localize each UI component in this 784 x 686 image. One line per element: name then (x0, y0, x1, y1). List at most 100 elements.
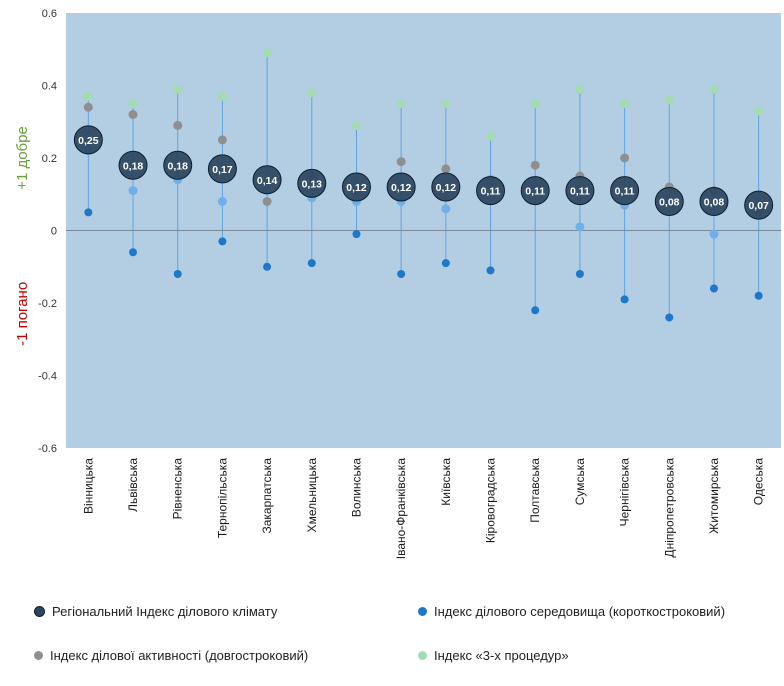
long-term-point (83, 102, 93, 112)
legend-item-long-term: Індекс ділової активності (довгострокови… (34, 648, 308, 663)
three-procedures-point (664, 95, 674, 105)
rbci-bubble (252, 165, 282, 195)
x-category-label: Житомирська (707, 458, 721, 534)
y-tick-label: 0.6 (42, 8, 57, 20)
three-procedures-point (173, 84, 183, 94)
legend-label-three-procedures: Індекс «3-х процедур» (434, 648, 569, 663)
long-term-point (262, 197, 272, 206)
short-term-point (84, 208, 93, 217)
x-category-label: Дніпропетровська (662, 458, 676, 558)
rbci-bubble (431, 172, 461, 202)
rbci-data-label: 0,11 (481, 186, 501, 198)
short-term-point (307, 259, 316, 268)
rbci-bubble (699, 187, 729, 216)
legend-marker-long-term (34, 651, 43, 660)
x-category-label: Кіровоградська (484, 458, 498, 543)
y-tick-label: 0.2 (42, 153, 57, 165)
long-term-point (217, 135, 227, 145)
three-procedures-point (441, 99, 451, 109)
long-term-point (173, 120, 183, 130)
y-tick-label: -0.4 (38, 371, 57, 383)
short-term-point (709, 284, 718, 293)
rbci-data-label: 0,12 (391, 182, 412, 194)
legend-item-rbci: Регіональний Індекс ділового клімату (34, 604, 277, 619)
y-axis-label-bad: -1 погано (14, 282, 31, 346)
extra-point (575, 222, 585, 232)
x-category-label: Львівська (126, 458, 140, 512)
rbci-bubble (610, 176, 640, 206)
short-term-point (352, 230, 361, 239)
x-category-label: Закарпатська (260, 458, 274, 534)
rbci-bubble (386, 172, 416, 202)
three-procedures-point (754, 106, 764, 116)
rbci-bubble (163, 150, 193, 180)
x-category-label: Чернігівська (618, 458, 632, 527)
long-term-point (620, 153, 630, 163)
short-term-point (263, 262, 272, 271)
rbci-bubble (744, 190, 774, 220)
three-procedures-point (530, 99, 540, 109)
three-procedures-point (262, 48, 272, 58)
x-category-label: Вінницька (81, 458, 95, 514)
short-term-point (129, 248, 138, 257)
three-procedures-point (396, 99, 406, 109)
x-category-label: Одеська (752, 458, 766, 506)
long-term-point (441, 164, 451, 174)
rbci-data-label: 0,08 (659, 197, 680, 209)
rbci-bubble (297, 168, 327, 198)
legend-marker-short-term (418, 607, 427, 616)
x-category-label: Тернопільська (215, 458, 229, 538)
y-tick-label: -0.2 (38, 298, 57, 310)
x-category-label: Волинська (349, 458, 363, 518)
long-term-point (530, 160, 540, 170)
y-axis-ticks: -0.6 -0.4 -0.2 0 0.2 0.4 0.6 (38, 8, 57, 455)
three-procedures-point (709, 84, 719, 94)
extra-point (709, 229, 719, 239)
rbci-data-label: 0,14 (257, 175, 278, 187)
x-category-label: Івано-Франківська (394, 458, 408, 560)
x-category-label: Сумська (573, 458, 587, 506)
short-term-point (665, 313, 674, 322)
rbci-bubble (341, 172, 371, 202)
rbci-data-label: 0,11 (615, 186, 635, 198)
three-procedures-point (307, 88, 317, 98)
short-term-point (754, 291, 763, 300)
short-term-point (620, 295, 629, 304)
x-category-label: Хмельницька (305, 458, 319, 533)
short-term-point (441, 259, 450, 268)
short-term-point (173, 270, 182, 278)
three-procedures-point (486, 131, 496, 141)
legend-item-three-procedures: Індекс «3-х процедур» (418, 648, 569, 663)
rbci-bubble (654, 187, 684, 216)
short-term-point (575, 270, 584, 278)
three-procedures-point (575, 84, 585, 94)
x-category-label: Полтавська (528, 458, 542, 523)
data-points: 0,25 0,18 0,18 0,17 0,14 0,13 0,12 0,12 0,12 0,11… (73, 48, 774, 322)
rbci-data-label: 0,12 (346, 182, 367, 194)
three-procedures-point (351, 120, 361, 130)
rbci-data-label: 0,17 (212, 164, 233, 176)
long-term-point (396, 157, 406, 167)
rbci-data-label: 0,18 (168, 160, 189, 172)
rbci-bubble (73, 125, 103, 155)
three-procedures-point (217, 91, 227, 101)
extra-point (441, 204, 451, 214)
short-term-point (218, 237, 227, 246)
rbci-data-label: 0,08 (704, 197, 725, 209)
rbci-data-label: 0,12 (436, 182, 457, 194)
x-category-label: Рівненська (171, 458, 185, 520)
rbci-bubble (118, 150, 148, 180)
short-term-point (531, 306, 540, 315)
y-tick-label: 0 (51, 226, 57, 238)
chart: -0.6 -0.4 -0.2 0 0.2 0.4 0.6 0,25 0,18 0,18 0,17 0… (14, 8, 781, 560)
rbci-data-label: 0,25 (78, 135, 99, 147)
extra-point (217, 197, 227, 206)
rbci-data-label: 0,18 (123, 160, 144, 172)
rbci-bubble (520, 176, 550, 206)
legend-label-long-term: Індекс ділової активності (довгострокови… (50, 648, 309, 663)
y-tick-label: 0.4 (42, 81, 57, 93)
legend-item-short-term: Індекс ділового середовища (короткострок… (418, 604, 725, 619)
short-term-point (486, 266, 495, 275)
three-procedures-point (620, 99, 630, 109)
y-tick-label: -0.6 (38, 443, 57, 455)
